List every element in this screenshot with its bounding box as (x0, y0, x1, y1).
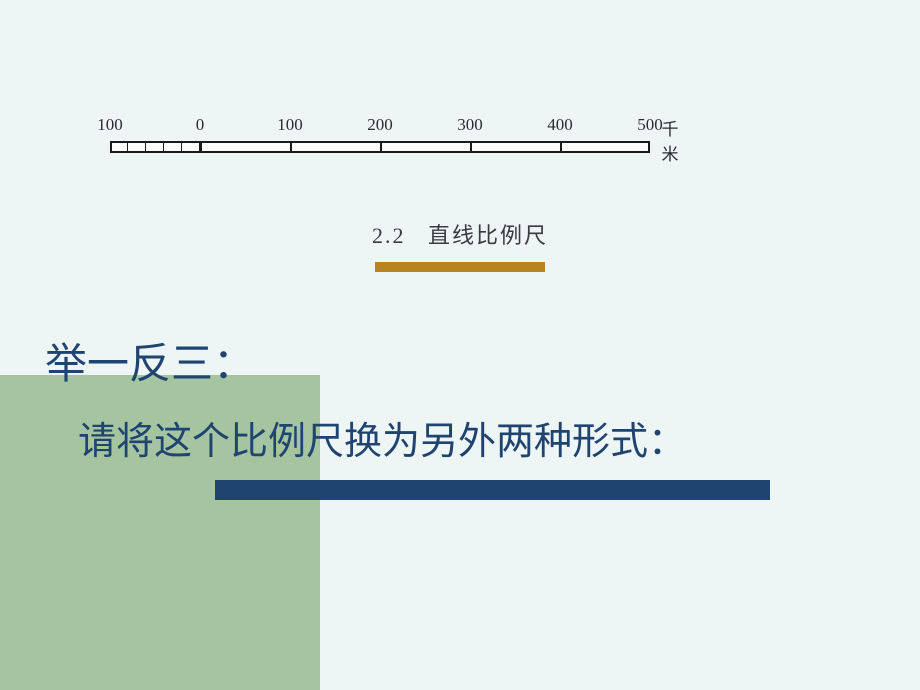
scale-label: 100 (97, 115, 123, 135)
caption-underline (375, 262, 545, 272)
scale-unit: 千米 (662, 115, 679, 165)
caption-block: 2.2 直线比例尺 (0, 218, 920, 272)
caption-title: 直线比例尺 (428, 223, 548, 248)
scale-tick (560, 141, 562, 153)
scale-subdivision (128, 143, 146, 151)
scale-label: 300 (457, 115, 483, 135)
scale-label: 100 (277, 115, 303, 135)
caption-text: 2.2 直线比例尺 (0, 218, 920, 250)
scale-labels-row: 100 0 100 200 300 400 500 千米 (110, 115, 670, 137)
scale-bar (110, 141, 650, 153)
scale-tick (290, 141, 292, 153)
heading-secondary: 请将这个比例尺换为另外两种形式： (78, 410, 686, 465)
scale-tick (200, 141, 202, 153)
scale-label: 200 (367, 115, 393, 135)
heading-primary: 举一反三： (45, 330, 255, 391)
scale-label: 400 (547, 115, 573, 135)
caption-number: 2.2 (372, 223, 406, 248)
heading-underline (215, 480, 770, 500)
scale-subdivision (146, 143, 164, 151)
scale-bar-diagram: 100 0 100 200 300 400 500 千米 (110, 115, 670, 153)
scale-tick (380, 141, 382, 153)
scale-label: 500 (637, 115, 663, 135)
scale-subdivision (110, 143, 128, 151)
scale-subdivision (182, 143, 200, 151)
scale-label: 0 (196, 115, 205, 135)
scale-tick (470, 141, 472, 153)
scale-subdivision (164, 143, 182, 151)
